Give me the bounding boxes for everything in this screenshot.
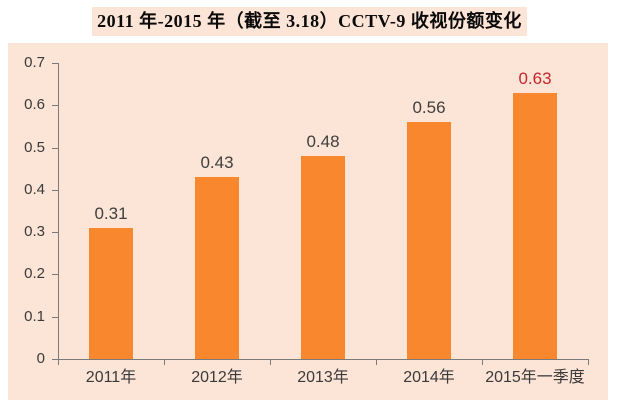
x-tick [270, 359, 271, 365]
y-tick [52, 274, 58, 276]
bar [301, 156, 345, 359]
bar [513, 92, 557, 359]
y-tick [52, 359, 58, 360]
x-tick [482, 359, 483, 365]
x-tick [588, 359, 589, 365]
x-category-label: 2011年 [85, 369, 137, 386]
y-tick [52, 105, 58, 107]
chart-title-row: 2011 年-2015 年（截至 3.18）CCTV-9 收视份额变化 [0, 7, 619, 36]
x-tick [164, 359, 165, 365]
x-category-label: 2012年 [191, 369, 243, 386]
y-tick-label: 0 [36, 350, 45, 367]
bar [195, 177, 239, 359]
x-category-label: 2014年 [403, 369, 455, 386]
y-tick [52, 189, 58, 191]
bar [89, 227, 133, 359]
bar-value-label: 0.48 [306, 132, 340, 152]
x-category-label: 2015年一季度 [485, 369, 585, 386]
x-category-label: 2013年 [297, 369, 349, 386]
bar-value-label: 0.63 [518, 68, 552, 88]
x-axis-line [58, 359, 589, 360]
bar [407, 122, 451, 359]
chart-title: 2011 年-2015 年（截至 3.18）CCTV-9 收视份额变化 [92, 7, 527, 36]
y-tick-label: 0.3 [24, 223, 45, 241]
y-tick-label: 0.1 [24, 307, 45, 325]
y-tick-label: 0.2 [24, 265, 45, 283]
y-tick-label: 0.4 [24, 180, 45, 198]
y-tick-label: 0.6 [24, 96, 45, 114]
y-axis-line [58, 63, 59, 365]
plot-area: 0.7 0.6 0.5 0.4 0.3 0.2 0.1 0 0.31 2011年 0.43 2012年… [8, 43, 608, 400]
y-tick [52, 232, 58, 234]
y-tick-label: 0.5 [24, 138, 45, 156]
y-tick [52, 63, 58, 64]
x-tick [376, 359, 377, 365]
y-tick [52, 147, 58, 149]
bar-value-label: 0.43 [200, 153, 234, 173]
y-tick-label: 0.7 [24, 54, 45, 71]
bar-value-label: 0.31 [94, 203, 128, 223]
bar-value-label: 0.56 [412, 98, 446, 118]
y-tick [52, 316, 58, 318]
